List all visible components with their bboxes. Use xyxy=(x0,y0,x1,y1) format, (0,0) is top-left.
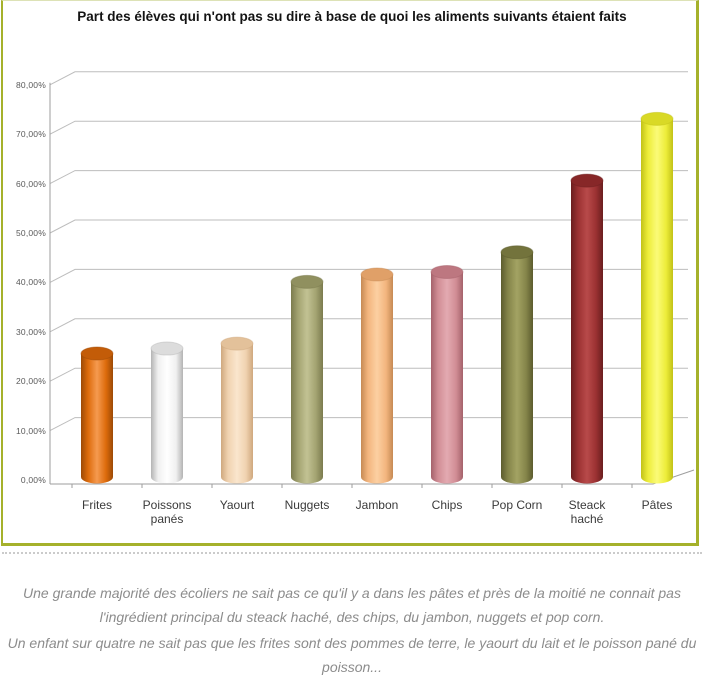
y-axis-label: 40,00% xyxy=(15,277,46,288)
x-axis-label: Nuggets xyxy=(284,498,330,512)
y-axis-label: 0,00% xyxy=(20,475,46,485)
caption-paragraph-2: Un enfant sur quatre ne sait pas que les… xyxy=(7,635,697,675)
y-axis-label: 10,00% xyxy=(15,425,46,436)
y-axis-label: 30,00% xyxy=(15,326,46,337)
caption-paragraph-1: Une grande majorité des écoliers ne sait… xyxy=(23,585,681,625)
x-axis-label: Pâtes xyxy=(641,498,673,512)
chart-plot xyxy=(49,71,695,488)
x-axis-label: Poissons panés xyxy=(142,498,192,527)
x-axis-label: Frites xyxy=(82,498,112,512)
separator-line xyxy=(2,552,702,554)
y-axis-label: 80,00% xyxy=(15,79,46,90)
y-axis-label: 20,00% xyxy=(15,376,46,387)
chart-title: Part des élèves qui n'ont pas su dire à … xyxy=(77,9,627,24)
caption: Une grande majorité des écoliers ne sait… xyxy=(0,582,704,682)
y-axis-label: 50,00% xyxy=(15,228,46,238)
x-axis-label: Jambon xyxy=(355,498,399,512)
x-axis-label: Steack haché xyxy=(568,498,606,527)
y-axis-label: 60,00% xyxy=(15,178,46,189)
y-axis-label: 70,00% xyxy=(15,129,46,140)
x-axis-label: Pop Corn xyxy=(491,498,543,512)
x-axis-label: Chips xyxy=(431,498,463,512)
x-axis-label: Yaourt xyxy=(219,498,255,512)
